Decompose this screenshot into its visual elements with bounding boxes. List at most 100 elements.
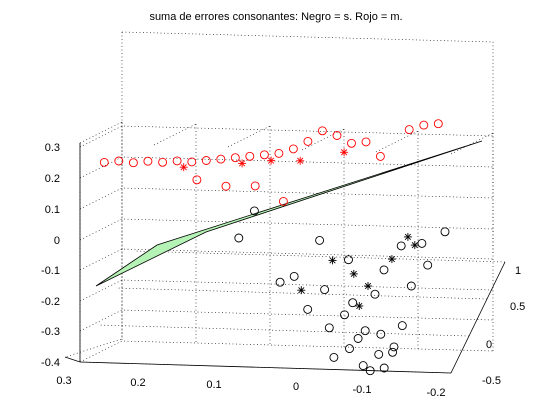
x-tick-label: 0	[293, 381, 299, 393]
circle-marker	[324, 323, 334, 333]
circle-marker	[201, 156, 211, 165]
circle-marker	[360, 326, 370, 336]
x-tick-label: 0.3	[56, 375, 71, 387]
circle-marker	[230, 153, 240, 163]
circle-marker	[245, 151, 255, 161]
circle-marker	[192, 175, 202, 185]
z-grid-line	[79, 125, 494, 148]
circle-marker	[417, 238, 427, 248]
circle-marker	[158, 157, 168, 167]
circle-marker	[234, 233, 244, 243]
circle-marker	[344, 255, 353, 265]
z-grid-line	[79, 279, 494, 302]
star-marker	[387, 255, 396, 264]
circle-marker	[396, 241, 406, 251]
z-tick-label: -0.4	[41, 357, 60, 369]
z-tick-label: -0.1	[41, 265, 60, 277]
y-tick-label: 1	[515, 265, 521, 277]
circle-marker	[332, 131, 342, 140]
circle-marker	[278, 196, 288, 206]
circle-marker	[320, 285, 330, 295]
fitted-plane-surface	[95, 140, 483, 287]
star-marker	[410, 241, 419, 250]
circle-marker	[379, 363, 389, 373]
circle-marker	[374, 349, 384, 359]
circle-marker	[419, 120, 429, 130]
tick-labels: -0.4 -0.3 -0.2 -0.1 0 0.1 0.2 0.3 0.3 0.2 0.1 0 -0.1…	[41, 142, 525, 399]
circle-marker	[379, 265, 389, 275]
z-grid-line	[79, 309, 494, 332]
circle-marker	[172, 156, 182, 166]
circle-marker	[259, 150, 269, 160]
circle-marker	[353, 334, 363, 343]
star-marker	[340, 148, 349, 157]
z-grid-line	[79, 340, 494, 363]
circle-marker	[329, 352, 339, 362]
circle-marker	[303, 304, 313, 314]
circle-marker	[303, 136, 313, 146]
chart-title: suma de errores consonantes: Negro = s. …	[149, 11, 402, 23]
circle-marker	[433, 119, 443, 129]
star-marker	[328, 256, 337, 265]
circle-marker	[315, 235, 325, 245]
circle-marker	[404, 125, 414, 135]
z-grid-line	[79, 248, 494, 271]
x-tick-label: -0.1	[353, 384, 372, 396]
star-marker	[238, 159, 247, 168]
circle-marker	[348, 298, 358, 308]
x-grid-line	[301, 128, 345, 151]
y-axis-line	[450, 261, 506, 374]
circle-marker	[221, 181, 231, 191]
back-left-pane	[64, 32, 123, 358]
back-right-pane	[121, 31, 494, 255]
y-grid-line	[97, 324, 470, 337]
circle-marker	[249, 206, 259, 216]
y-tick-label: 0	[486, 339, 492, 351]
circle-marker	[250, 181, 260, 191]
z-grid-line	[79, 156, 494, 179]
z-tick-label: 0.1	[45, 204, 60, 216]
circle-marker	[143, 156, 153, 166]
x-grid-line	[375, 130, 419, 153]
z-tick-label: 0.3	[45, 142, 60, 154]
circle-marker	[397, 321, 407, 331]
z-tick-label: -0.3	[41, 326, 60, 338]
circle-marker	[388, 347, 398, 357]
circle-marker	[370, 289, 380, 299]
star-marker	[297, 286, 306, 295]
star-marker	[267, 156, 276, 165]
circle-marker	[99, 157, 109, 167]
circle-marker	[274, 148, 284, 158]
x-grid-line	[79, 121, 123, 144]
circle-marker	[345, 344, 354, 354]
x-grid-line	[227, 125, 271, 148]
circle-marker	[358, 361, 368, 371]
circle-marker	[289, 271, 299, 281]
z-grid-line	[79, 218, 494, 241]
star-marker	[349, 269, 358, 278]
x-tick-label: -0.2	[427, 387, 446, 399]
circle-marker	[275, 277, 285, 287]
circle-marker	[375, 151, 385, 161]
star-marker	[364, 282, 372, 290]
axes	[64, 143, 506, 374]
z-tick-label: 0	[54, 235, 60, 247]
circle-marker	[423, 260, 433, 270]
circle-marker	[114, 156, 124, 166]
z-axis-foot	[64, 356, 81, 363]
z-grid-line	[79, 187, 494, 210]
x-axis-line	[79, 361, 452, 374]
circle-marker	[288, 144, 298, 154]
x-tick-label: 0.2	[130, 377, 145, 389]
star-marker	[179, 163, 188, 172]
star-marker	[403, 232, 412, 241]
circle-marker	[365, 366, 375, 376]
circle-marker	[317, 126, 327, 136]
circle-marker	[216, 154, 226, 164]
circle-marker	[187, 157, 197, 167]
y-tick-label: 0.5	[510, 301, 525, 313]
circle-marker	[440, 227, 450, 237]
circle-marker	[361, 137, 371, 147]
circle-marker	[376, 329, 386, 339]
circle-marker	[128, 158, 138, 168]
